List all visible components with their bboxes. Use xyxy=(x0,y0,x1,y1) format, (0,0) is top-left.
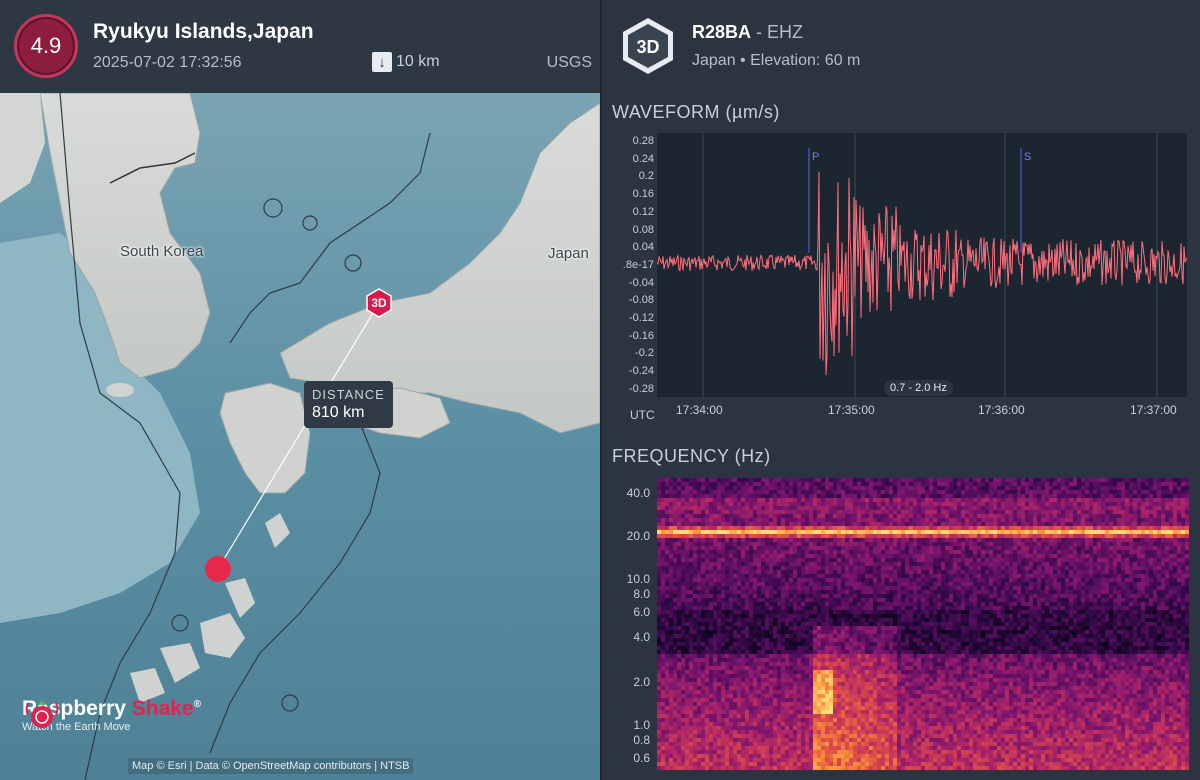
waveform-y-tick: 0.12 xyxy=(632,205,654,218)
frequency-y-tick: 1.0 xyxy=(633,718,650,732)
station-marker-label: 3D xyxy=(371,296,387,310)
waveform-title: WAVEFORM (µm/s) xyxy=(612,102,780,122)
waveform-y-tick: 0.04 xyxy=(632,241,654,254)
svg-text:3D: 3D xyxy=(636,37,659,57)
frequency-y-tick: 20.0 xyxy=(626,529,650,543)
station-3d-badge: 3D xyxy=(623,18,673,74)
spectrogram-plot[interactable] xyxy=(657,478,1189,770)
depth-indicator: ↓ 10 km xyxy=(372,52,440,72)
waveform-y-tick: 0.16 xyxy=(632,188,654,201)
waveform-x-tick: 17:37:00 xyxy=(1130,403,1177,417)
magnitude-badge: 4.9 xyxy=(14,14,78,78)
phase-marker-label: P xyxy=(812,151,819,163)
filter-label: 0.7 - 2.0 Hz xyxy=(884,380,953,396)
map-view[interactable]: 3D South Korea Japan DISTANCE 810 km Ras… xyxy=(0,93,600,780)
waveform-x-tick: 17:35:00 xyxy=(828,403,875,417)
station-name: R28BA - EHZ xyxy=(692,22,804,42)
event-source[interactable]: USGS xyxy=(546,54,592,71)
panel-divider xyxy=(600,0,602,780)
frequency-y-tick: 4.0 xyxy=(633,630,650,644)
map-attribution[interactable]: Map © Esri | Data © OpenStreetMap contri… xyxy=(128,758,414,774)
phase-marker-label: S xyxy=(1024,151,1031,163)
waveform-x-tick: 17:36:00 xyxy=(978,403,1025,417)
station-channel: EHZ xyxy=(767,22,804,42)
waveform-trace xyxy=(656,171,1188,376)
brand-logo: Raspberry Shake® Watch the Earth Move xyxy=(22,697,201,733)
waveform-y-tick: -0.28 xyxy=(628,382,654,395)
waveform-y-tick: 0.28 xyxy=(632,135,654,147)
station-location: Japan • Elevation: 60 m xyxy=(692,52,861,69)
frequency-y-tick: 8.0 xyxy=(633,587,650,601)
spectrogram-canvas xyxy=(657,478,1189,770)
epicenter-marker[interactable] xyxy=(205,556,231,582)
waveform-x-label: UTC xyxy=(630,408,655,422)
waveform-y-tick: -0.04 xyxy=(628,276,654,289)
distance-value: 810 km xyxy=(312,404,365,421)
frequency-y-tick: 40.0 xyxy=(626,486,650,500)
frequency-y-tick: 2.0 xyxy=(633,675,650,689)
event-header: 4.9 Ryukyu Islands,Japan 2025-07-02 17:3… xyxy=(0,0,600,93)
spectrogram-cells xyxy=(657,478,1189,770)
frequency-y-tick: 0.6 xyxy=(633,751,650,765)
depth-value: 10 km xyxy=(396,53,440,70)
map-canvas: 3D xyxy=(0,93,600,780)
waveform-y-tick: -0.2 xyxy=(635,347,654,360)
frequency-y-tick: 10.0 xyxy=(626,572,650,586)
frequency-y-tick: 6.0 xyxy=(633,605,650,619)
distance-label: DISTANCE xyxy=(312,387,385,402)
waveform-y-tick: 0.08 xyxy=(632,223,654,236)
arrow-down-icon: ↓ xyxy=(372,52,392,72)
waveform-y-tick: -0.24 xyxy=(628,365,654,378)
waveform-y-tick: .8e-17 xyxy=(622,258,654,271)
waveform-y-tick: -0.12 xyxy=(628,312,654,324)
waveform-y-tick: 0.2 xyxy=(638,170,654,183)
distance-line xyxy=(217,302,380,570)
map-label-japan: Japan xyxy=(548,245,589,262)
distance-tooltip: DISTANCE 810 km xyxy=(304,381,393,428)
waveform-y-tick: -0.08 xyxy=(628,294,654,307)
waveform-x-tick: 17:34:00 xyxy=(676,403,723,417)
station-panel: 3D R28BA - EHZ Japan • Elevation: 60 m W… xyxy=(602,0,1200,780)
map-label-south-korea: South Korea xyxy=(120,243,204,260)
frequency-title: FREQUENCY (Hz) xyxy=(612,446,771,466)
station-marker[interactable]: 3D xyxy=(366,288,392,318)
raspberry-shake-icon xyxy=(25,701,59,728)
event-panel: 4.9 Ryukyu Islands,Japan 2025-07-02 17:3… xyxy=(0,0,600,780)
waveform-y-tick: 0.24 xyxy=(632,152,654,165)
frequency-y-tick: 0.8 xyxy=(633,733,650,747)
waveform-y-tick: -0.16 xyxy=(628,329,654,342)
event-datetime: 2025-07-02 17:32:56 xyxy=(93,54,242,71)
event-title: Ryukyu Islands,Japan xyxy=(93,20,314,43)
